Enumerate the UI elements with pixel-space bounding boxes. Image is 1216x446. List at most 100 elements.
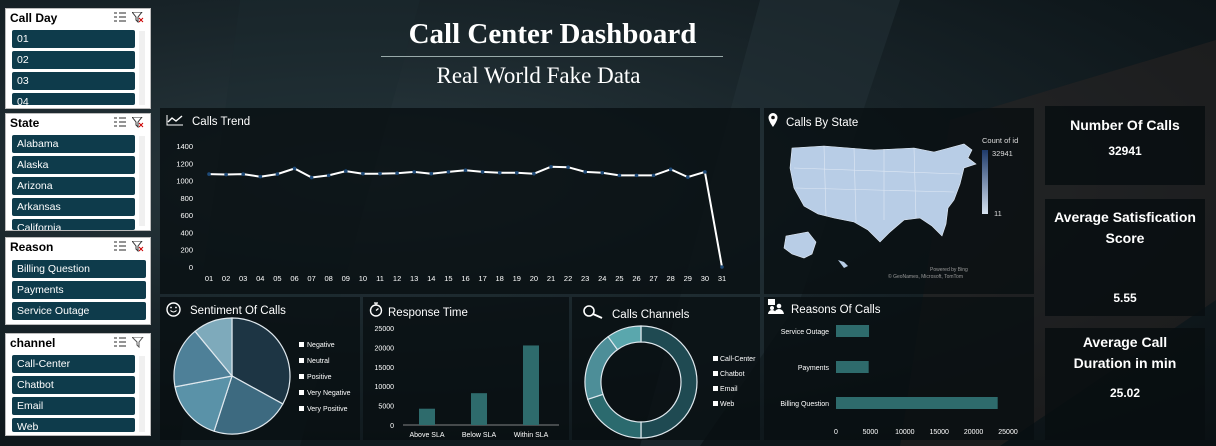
y-tick-label: 0: [390, 423, 394, 430]
sentiment-panel: Sentiment Of Calls Negative Neutral Positi…: [160, 297, 360, 440]
slicer-item[interactable]: 03: [12, 72, 135, 90]
multi-select-icon[interactable]: [114, 12, 126, 23]
y-tick-label: 25000: [375, 326, 395, 333]
y-tick-label: 800: [180, 194, 193, 203]
slicer-title: Reason: [10, 240, 54, 254]
slicer-item[interactable]: Call-Center: [12, 355, 135, 373]
slicer-item[interactable]: 01: [12, 30, 135, 48]
legend-label: Email: [720, 386, 738, 393]
kpi-value: 25.02: [1109, 386, 1141, 400]
us-map: Count of id 32941 11 Powered by Bing © G…: [783, 136, 1018, 280]
alaska-shape: [783, 231, 817, 259]
multi-select-icon[interactable]: [114, 117, 126, 128]
panel-title: Sentiment Of Calls: [190, 305, 286, 317]
slicer-item[interactable]: Service Outage: [12, 302, 146, 320]
kpi-value: 32941: [1108, 144, 1142, 158]
channels-donut-chart: Call-Center Chatbot Email Web: [584, 325, 756, 439]
x-tick-label: 15: [444, 274, 452, 283]
x-tick-label: 14: [427, 274, 435, 283]
channels-panel: Calls Channels Call-Center Chatbot Email We…: [572, 297, 760, 440]
slicer-item[interactable]: Alaska: [12, 156, 135, 174]
x-tick-label: 07: [307, 274, 315, 283]
response-time-bar-chart: 0 5000 10000 15000 20000 25000 Above SLA Below …: [375, 326, 559, 439]
x-tick-label: 11: [376, 274, 384, 283]
x-tick-label: 20000: [964, 429, 984, 436]
legend-label: Web: [720, 401, 734, 408]
slicer-item[interactable]: Arkansas: [12, 198, 135, 216]
multi-select-icon[interactable]: [114, 241, 126, 252]
y-tick-label: 400: [180, 228, 193, 237]
data-point: [600, 170, 605, 175]
slicer-scrollbar[interactable]: [139, 356, 145, 432]
x-tick-label: 15000: [929, 429, 949, 436]
slicer-item[interactable]: Payments: [12, 281, 146, 299]
slicer-item[interactable]: 04: [12, 93, 135, 105]
dashboard-title: Call Center Dashboard: [408, 18, 697, 50]
slicer-item[interactable]: Billing Question: [12, 260, 146, 278]
x-tick-label: 04: [256, 274, 264, 283]
multi-select-icon[interactable]: [114, 337, 126, 348]
x-tick-label: 0: [834, 429, 838, 436]
y-tick-label: 0: [189, 263, 193, 272]
legend-label: Negative: [307, 342, 335, 349]
x-tick-label: 31: [718, 274, 726, 283]
data-point: [344, 169, 348, 173]
slicer-item[interactable]: Web: [12, 418, 135, 432]
dashboard-subtitle: Real World Fake Data: [436, 63, 641, 88]
legend-swatch: [713, 356, 718, 361]
panel-title: Calls Channels: [612, 309, 690, 321]
y-tick-label: 1000: [176, 177, 193, 186]
slicer-item[interactable]: California: [12, 219, 135, 230]
data-point: [463, 168, 468, 172]
y-tick-label: 200: [180, 246, 193, 255]
legend-swatch: [299, 358, 304, 363]
pie-slice: [173, 330, 234, 388]
panel-title: Calls Trend: [192, 116, 251, 128]
slicer-item[interactable]: Chatbot: [12, 376, 135, 394]
x-tick-label: 27: [649, 274, 657, 283]
sentiment-pie-chart: Negative Neutral Positive Very Negative Very…: [173, 317, 351, 435]
slicer-item[interactable]: 02: [12, 51, 135, 69]
slicer-title: channel: [10, 336, 56, 350]
data-point: [497, 170, 502, 175]
map-credit: © GeoNames, Microsoft, TomTom: [888, 273, 963, 280]
legend-swatch: [299, 374, 304, 379]
x-tick-label: 20: [530, 274, 538, 283]
data-point: [378, 171, 382, 176]
y-tick-label: 1400: [176, 142, 193, 151]
x-tick-label: 24: [598, 274, 606, 283]
data-point: [617, 173, 622, 178]
x-tick-label: 22: [564, 274, 572, 283]
x-tick-label: 25000: [998, 429, 1018, 436]
y-tick-label: 10000: [375, 384, 395, 391]
data-point: [446, 170, 451, 174]
x-tick-label: Above SLA: [409, 432, 444, 439]
slicer-item[interactable]: Alabama: [12, 135, 135, 153]
data-point: [583, 170, 587, 174]
calls-trend-panel: Calls Trend 0 200 400 600 800 1000 1200 1400 01 0…: [160, 108, 760, 294]
clear-filter-icon[interactable]: [132, 12, 144, 23]
slicer-scrollbar[interactable]: [139, 136, 145, 226]
map-credit: Powered by Bing: [930, 267, 968, 273]
data-point: [566, 165, 570, 169]
slicer-call-day: Call Day 01 02 03 04: [5, 8, 151, 109]
slicer-item[interactable]: Email: [12, 397, 135, 415]
y-tick-label: 20000: [375, 345, 395, 352]
data-point: [361, 171, 365, 176]
filter-icon[interactable]: [132, 337, 144, 348]
people-icon: [768, 299, 784, 314]
clear-filter-icon[interactable]: [132, 241, 144, 252]
slicer-channel: channel Call-Center Chatbot Email Web: [5, 333, 151, 436]
x-tick-label: 06: [290, 274, 298, 283]
legend-swatch: [713, 386, 718, 391]
x-tick-label: 26: [632, 274, 640, 283]
bar: [471, 393, 487, 425]
data-point: [412, 170, 416, 174]
slicer-scrollbar[interactable]: [139, 31, 145, 105]
slicer-item[interactable]: Arizona: [12, 177, 135, 195]
x-tick-label: 18: [496, 274, 504, 283]
bar: [523, 345, 539, 425]
kpi-value: 5.55: [1113, 291, 1137, 305]
clear-filter-icon[interactable]: [132, 117, 144, 128]
kpi-title: Average Call Duration in min: [1073, 334, 1177, 371]
